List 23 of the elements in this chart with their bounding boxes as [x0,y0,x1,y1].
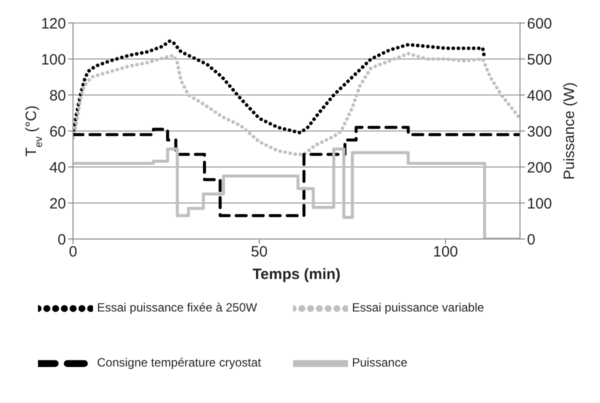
y2-tick-label: 300 [527,123,552,140]
y2-tick-label: 100 [527,195,552,212]
y-tick-label: 0 [58,231,66,248]
y2-tick-label: 600 [527,15,552,32]
y-tick-label: 120 [40,15,66,32]
x-tick-label: 0 [68,244,78,261]
y2-tick-label: 200 [527,159,552,176]
legend-label: Essai puissance variable [352,300,484,315]
y-tick-label: 20 [49,195,66,212]
x-tick-label: 100 [432,244,458,261]
legend-label: Consigne température cryostat [97,356,262,370]
y-tick-label: 60 [49,123,66,140]
y2-tick-label: 500 [527,51,552,68]
legend-label: Puissance [352,356,408,370]
y2-tick-label: 0 [527,231,536,248]
y-tick-label: 80 [49,87,66,104]
x-axis-title: Temps (min) [252,266,341,283]
x-tick-label: 50 [250,244,268,261]
y-tick-label: 40 [49,159,66,176]
y2-axis-title: Puissance (W) [561,82,578,180]
y-tick-label: 100 [40,51,66,68]
legend-label: Essai puissance fixée à 250W [97,300,258,315]
y2-tick-label: 400 [527,87,552,104]
